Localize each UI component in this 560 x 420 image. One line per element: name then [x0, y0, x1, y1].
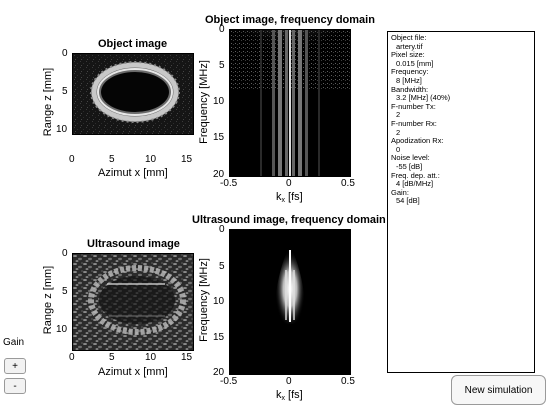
ultrasound-image-xtick-2: 10 [145, 352, 157, 363]
object-freq-ylabel: Frequency [MHz] [198, 60, 210, 144]
ultrasound-image-title: Ultrasound image [87, 238, 180, 250]
gain-info-label: Gain: [391, 187, 409, 197]
object-freq-xtick-1: 0 [286, 178, 292, 189]
apodization-value: 0 [396, 144, 401, 154]
ultrasound-freq-xlabel: kx [fs] [276, 389, 303, 402]
fnumber-tx-label: F-number Tx: [391, 101, 436, 111]
object-file-label: Object file: [391, 33, 427, 42]
frequency-label: Frequency: [391, 67, 429, 77]
gain-label: Gain [3, 337, 25, 348]
fnumber-rx-value: 2 [396, 127, 401, 137]
object-freq-xlabel-main: k [276, 191, 282, 203]
ultrasound-freq-ytick-0: 0 [219, 224, 225, 235]
ultrasound-freq-xtick-2: 0.5 [341, 376, 355, 387]
ultrasound-freq-canvas [230, 230, 350, 374]
ultrasound-image-plot [72, 253, 194, 351]
noise-level-label: Noise level: [391, 153, 430, 163]
noise-level-value: -55 [dB] [396, 161, 423, 171]
frequency-value: 8 [MHz] [396, 75, 422, 85]
freq-dep-att-label: Freq. dep. att.: [391, 170, 440, 180]
object-freq-xtick-0: -0.5 [220, 178, 238, 189]
object-freq-ytick-0: 0 [219, 24, 225, 35]
gain-plus-button[interactable]: + [4, 358, 26, 374]
object-image-xtick-0: 0 [69, 154, 75, 165]
ultrasound-freq-ytick-1: 5 [219, 261, 225, 272]
object-freq-ytick-1: 5 [219, 60, 225, 71]
object-freq-title: Object image, frequency domain [205, 14, 375, 26]
apodization-label: Apodization Rx: [391, 136, 444, 146]
object-image-canvas [73, 54, 193, 134]
pixel-size-value: 0.015 [mm] [396, 58, 434, 68]
object-freq-xlabel-unit: [fs] [285, 191, 303, 203]
bandwidth-label: Bandwidth: [391, 84, 429, 94]
object-freq-ytick-4: 20 [213, 169, 225, 180]
ultrasound-freq-title: Ultrasound image, frequency domain [192, 214, 386, 226]
ultrasound-image-xtick-1: 5 [109, 352, 115, 363]
object-image-ytick-1: 5 [62, 86, 68, 97]
gain-info-value: 54 [dB] [396, 196, 420, 206]
ultrasound-freq-ytick-2: 10 [213, 296, 225, 307]
ultrasound-freq-xlabel-main: k [276, 389, 282, 401]
object-image-ytick-0: 0 [62, 48, 68, 59]
ultrasound-freq-xtick-0: -0.5 [220, 376, 238, 387]
object-image-xlabel: Azimut x [mm] [98, 167, 168, 179]
ultrasound-image-canvas [73, 254, 193, 350]
object-image-title: Object image [98, 38, 168, 50]
object-image-xtick-3: 15 [181, 154, 193, 165]
freq-dep-att-value: 4 [dB/MHz] [396, 179, 434, 189]
ultrasound-image-xtick-0: 0 [69, 352, 75, 363]
ultrasound-freq-plot [229, 229, 351, 375]
object-image-plot [72, 53, 194, 135]
ultrasound-freq-xlabel-sub: x [281, 395, 286, 402]
object-freq-ytick-3: 15 [213, 132, 225, 143]
object-freq-xlabel: kx [fs] [276, 191, 303, 204]
ultrasound-image-xtick-3: 15 [181, 352, 193, 363]
object-freq-xtick-2: 0.5 [341, 178, 355, 189]
ultrasound-image-ylabel: Range z [mm] [42, 265, 54, 335]
bandwidth-value: 3.2 [MHz] (40%) [396, 93, 451, 103]
ultrasound-image-ytick-1: 5 [62, 286, 68, 297]
object-file-value: artery.tif [396, 41, 423, 51]
simulation-info-panel: Object file: artery.tif Pixel size: 0.01… [387, 31, 535, 373]
fnumber-tx-value: 2 [396, 110, 401, 120]
object-image-xtick-1: 5 [109, 154, 115, 165]
ultrasound-image-ytick-2: 10 [56, 324, 68, 335]
object-image-xtick-2: 10 [145, 154, 157, 165]
ultrasound-freq-ytick-4: 20 [213, 367, 225, 378]
new-simulation-button[interactable]: New simulation [451, 375, 546, 405]
object-freq-canvas [230, 30, 350, 176]
object-image-ytick-2: 10 [56, 124, 68, 135]
object-freq-xlabel-sub: x [281, 197, 286, 204]
object-freq-plot [229, 29, 351, 177]
pixel-size-label: Pixel size: [391, 50, 425, 60]
ultrasound-freq-ytick-3: 15 [213, 332, 225, 343]
ultrasound-freq-xlabel-unit: [fs] [285, 389, 303, 401]
ultrasound-image-xlabel: Azimut x [mm] [98, 366, 168, 378]
ultrasound-freq-ylabel: Frequency [MHz] [198, 258, 210, 342]
object-image-ylabel: Range z [mm] [42, 67, 54, 137]
gain-minus-button[interactable]: - [4, 378, 26, 394]
ultrasound-image-ytick-0: 0 [62, 248, 68, 259]
object-freq-ytick-2: 10 [213, 96, 225, 107]
fnumber-rx-label: F-number Rx: [391, 118, 437, 128]
ultrasound-freq-xtick-1: 0 [286, 376, 292, 387]
